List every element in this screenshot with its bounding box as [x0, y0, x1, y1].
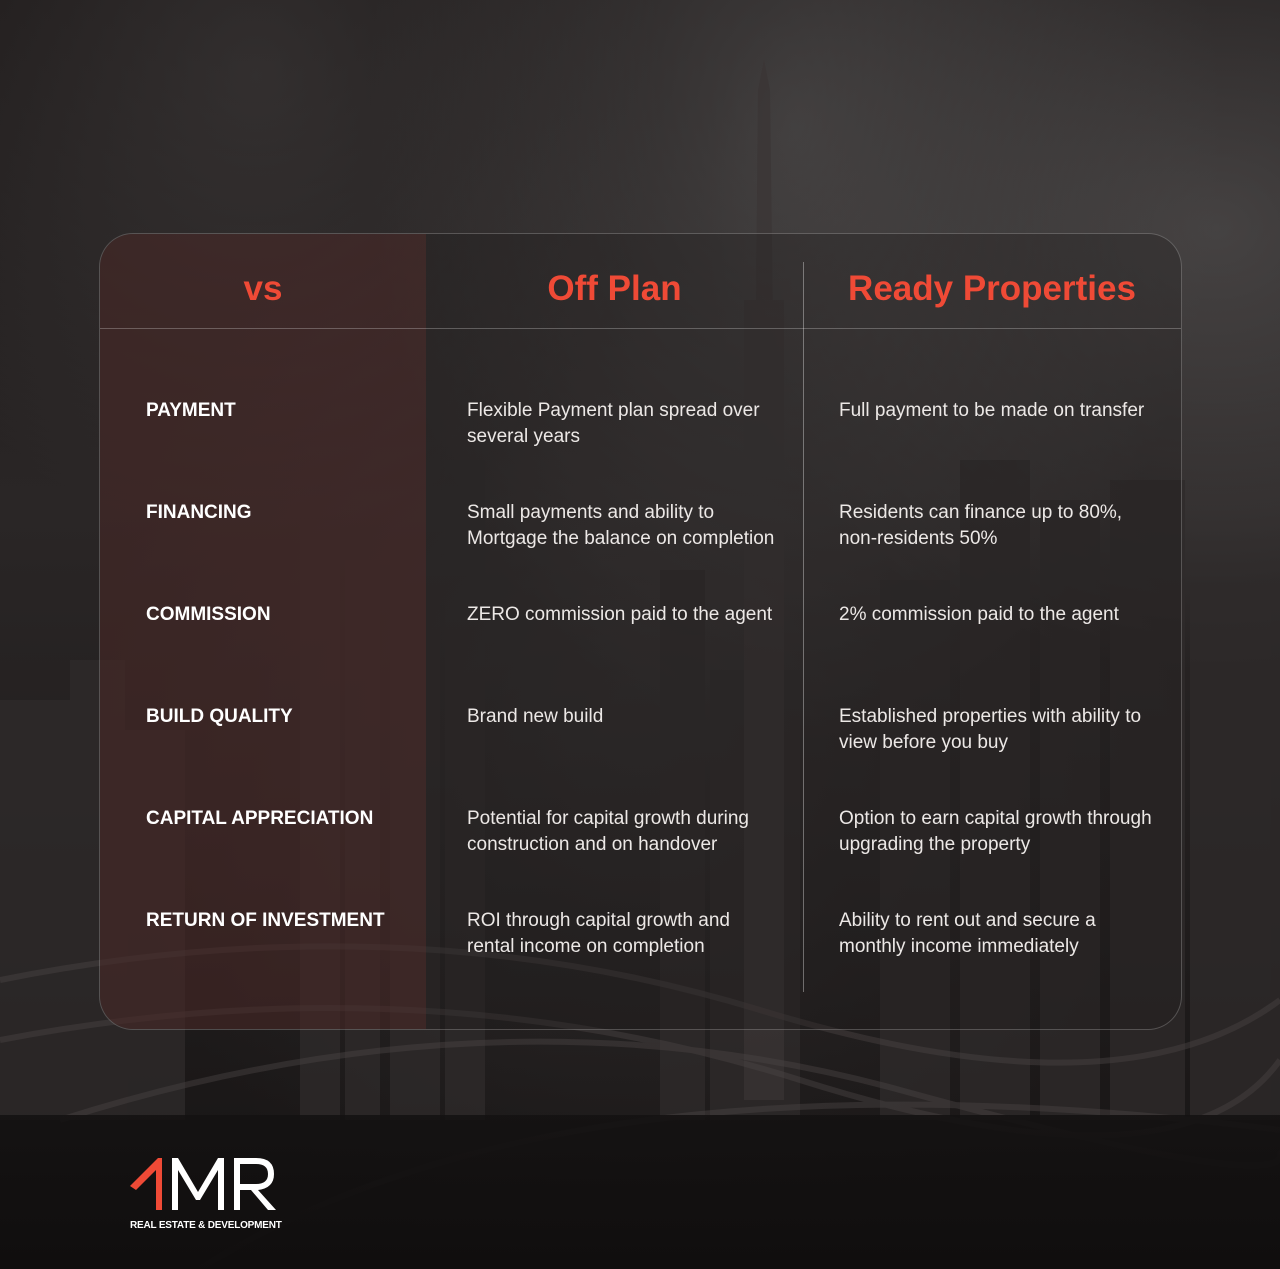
logo-tagline: REAL ESTATE & DEVELOPMENT [130, 1220, 282, 1231]
ready-cell: Ability to rent out and secure a monthly… [839, 910, 1096, 957]
header-off-plan: Off Plan [547, 269, 682, 308]
row-label: COMMISSION [146, 604, 271, 625]
off-plan-cell: Flexible Payment plan spread over severa… [467, 400, 760, 447]
row-label: PAYMENT [146, 400, 236, 421]
label-column-shade [100, 234, 426, 1029]
column-divider [803, 262, 804, 992]
row-label: BUILD QUALITY [146, 706, 293, 727]
ready-cell: Full payment to be made on transfer [839, 400, 1145, 421]
header-ready-properties: Ready Properties [848, 269, 1136, 308]
off-plan-cell: ROI through capital growth and rental in… [467, 910, 730, 957]
table-row: COMMISSION ZERO commission paid to the a… [100, 598, 1181, 700]
row-label: CAPITAL APPRECIATION [146, 808, 374, 829]
ready-cell: 2% commission paid to the agent [839, 604, 1119, 625]
brand-logo: REAL ESTATE & DEVELOPMENT [128, 1152, 288, 1234]
ready-cell: Established properties with ability to v… [839, 706, 1142, 753]
off-plan-cell: Brand new build [467, 706, 604, 727]
table-row: RETURN OF INVESTMENT ROI through capital… [100, 904, 1181, 1006]
footer-band [0, 1115, 1280, 1269]
off-plan-cell: ZERO commission paid to the agent [467, 604, 773, 625]
off-plan-cell: Potential for capital growth during cons… [467, 808, 749, 855]
off-plan-cell: Small payments and ability to Mortgage t… [467, 502, 775, 549]
comparison-table: vs Off Plan Ready Properties PAYMENT Fle… [99, 233, 1182, 1030]
row-label: RETURN OF INVESTMENT [146, 910, 385, 931]
ready-cell: Residents can finance up to 80%, non-res… [839, 502, 1123, 549]
ready-cell: Option to earn capital growth through up… [839, 808, 1152, 855]
header-divider [100, 328, 1181, 329]
table-body: PAYMENT Flexible Payment plan spread ove… [100, 394, 1181, 1006]
table-row: FINANCING Small payments and ability to … [100, 496, 1181, 598]
row-label: FINANCING [146, 502, 252, 523]
table-row: BUILD QUALITY Brand new build Establishe… [100, 700, 1181, 802]
logo-1mr-mark [130, 1158, 276, 1210]
table-row: CAPITAL APPRECIATION Potential for capit… [100, 802, 1181, 904]
table-row: PAYMENT Flexible Payment plan spread ove… [100, 394, 1181, 496]
header-vs: vs [243, 269, 283, 308]
